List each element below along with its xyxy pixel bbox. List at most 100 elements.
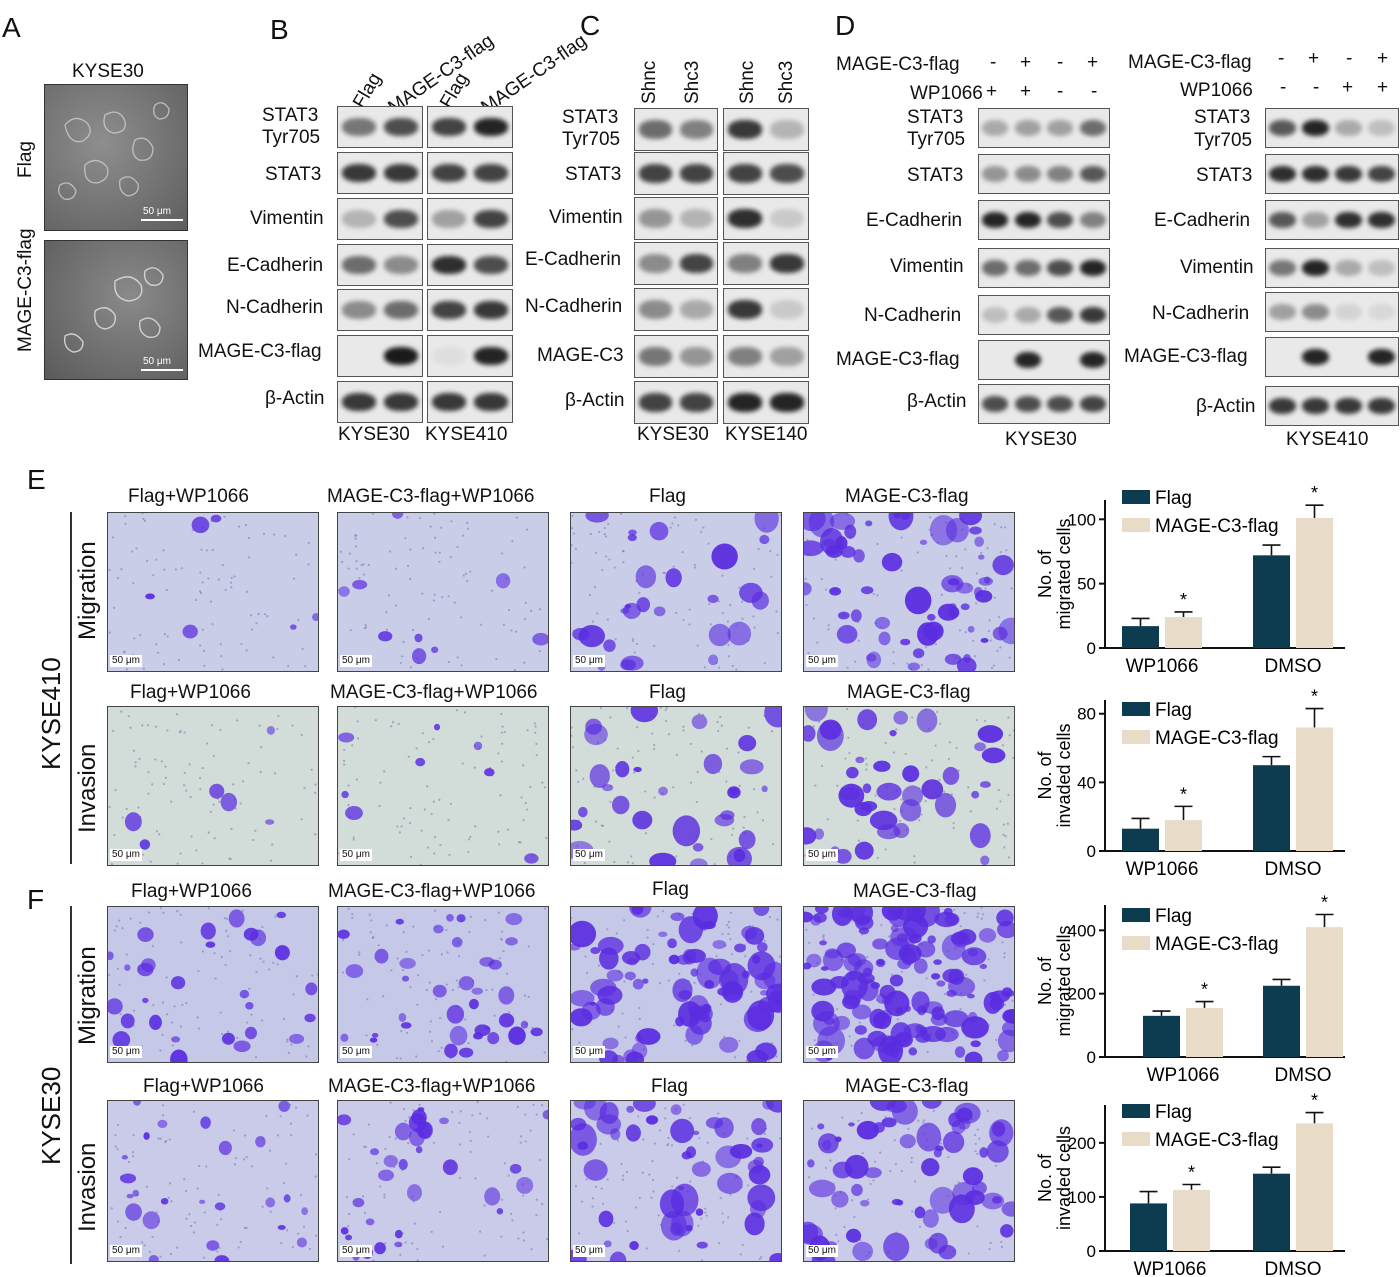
legend-swatch: [1122, 1132, 1150, 1146]
pore-dot: [535, 742, 538, 746]
pore-dot: [861, 1151, 864, 1155]
pore-dot: [177, 658, 181, 662]
pore-dot: [209, 600, 213, 603]
pore-dot: [207, 577, 210, 580]
pore-dot: [594, 551, 598, 555]
pore-dot: [217, 578, 221, 581]
pore-dot: [701, 1259, 704, 1261]
pore-dot: [583, 862, 586, 865]
column-label: Flag+WP1066: [130, 682, 251, 703]
stained-cell: [312, 613, 318, 622]
pore-dot: [856, 819, 859, 822]
stained-cell: [398, 1158, 408, 1170]
pore-dot: [474, 825, 477, 828]
pore-dot: [835, 1233, 838, 1236]
pore-dot: [540, 1104, 544, 1107]
pore-dot: [483, 1254, 486, 1257]
pore-dot: [113, 606, 116, 609]
pore-dot: [500, 712, 503, 715]
stained-cell: [769, 1253, 781, 1261]
pore-dot: [652, 1190, 655, 1193]
pore-dot: [974, 1150, 977, 1153]
pore-dot: [434, 536, 437, 539]
pore-dot: [1012, 756, 1014, 760]
pore-dot: [474, 1177, 477, 1180]
blot-strip: [723, 242, 809, 285]
bar: [1122, 626, 1159, 648]
blot-band: [1269, 397, 1296, 415]
pore-dot: [531, 1026, 534, 1029]
pore-dot: [430, 1230, 433, 1233]
pore-dot: [405, 950, 408, 953]
pore-dot: [995, 1038, 998, 1042]
pore-dot: [571, 1027, 574, 1031]
stained-cell: [340, 1227, 349, 1235]
pore-dot: [343, 763, 346, 766]
pore-dot: [135, 547, 138, 550]
pore-dot: [771, 843, 775, 846]
stained-cell: [717, 987, 732, 997]
blot-band: [1335, 259, 1362, 277]
pore-dot: [491, 988, 494, 991]
blot-strip: [723, 108, 809, 151]
pore-dot: [827, 628, 830, 631]
blot-strip: [1265, 248, 1399, 288]
pore-dot: [1008, 734, 1011, 737]
pore-dot: [625, 1171, 629, 1174]
pore-dot: [697, 1224, 700, 1227]
blot-band: [770, 254, 804, 273]
condition-label: MAGE-C3-flag: [836, 54, 960, 75]
pore-dot: [670, 1144, 674, 1147]
x-tick-label: DMSO: [1275, 1065, 1332, 1086]
pore-dot: [1001, 941, 1004, 944]
stained-cell: [992, 555, 1014, 576]
pore-dot: [197, 1027, 200, 1030]
pore-dot: [955, 555, 958, 558]
stained-cell: [483, 1026, 490, 1031]
row-label-invasion: Invasion: [74, 1142, 101, 1232]
stained-cell: [345, 806, 363, 820]
pore-dot: [804, 577, 807, 580]
pore-dot: [545, 836, 548, 840]
pore-dot: [989, 1241, 992, 1244]
pore-dot: [918, 1225, 921, 1228]
pore-dot: [141, 853, 144, 856]
pore-dot: [959, 925, 962, 928]
pore-dot: [704, 1211, 707, 1214]
pore-dot: [631, 862, 635, 865]
pore-dot: [702, 526, 705, 529]
blot-row-label: N-Cadherin: [525, 296, 623, 317]
stained-cell: [609, 1251, 627, 1261]
y-axis-label: invaded cells: [1054, 723, 1074, 827]
pore-dot: [606, 618, 609, 621]
pore-dot: [541, 781, 544, 784]
pore-dot: [990, 666, 994, 670]
y-tick-label: 0: [1087, 639, 1096, 658]
pore-dot: [307, 541, 310, 544]
pore-dot: [433, 852, 436, 855]
pore-dot: [578, 1041, 581, 1044]
pore-dot: [266, 1187, 269, 1190]
blot-row-label: MAGE-C3-flag: [1124, 346, 1248, 367]
stained-cell: [483, 768, 495, 777]
stained-cell: [571, 819, 583, 831]
stained-cell: [963, 654, 971, 663]
y-tick-label: 50: [1077, 575, 1096, 594]
stained-cell: [804, 1221, 819, 1244]
pore-dot: [375, 1162, 378, 1165]
stained-cell: [804, 911, 814, 923]
blot-band: [1014, 395, 1041, 413]
pore-dot: [721, 612, 724, 615]
stained-cell: [378, 1169, 395, 1182]
pore-dot: [571, 734, 573, 737]
pore-dot: [876, 542, 879, 546]
pore-dot: [892, 751, 895, 754]
pore-dot: [689, 781, 693, 784]
pore-dot: [305, 1055, 308, 1058]
stained-cell: [719, 1036, 739, 1053]
blot-band: [1047, 306, 1074, 324]
stained-cell: [667, 938, 677, 949]
pore-dot: [349, 629, 352, 632]
legend-swatch: [1122, 1104, 1150, 1118]
blot-strip: [427, 335, 513, 377]
